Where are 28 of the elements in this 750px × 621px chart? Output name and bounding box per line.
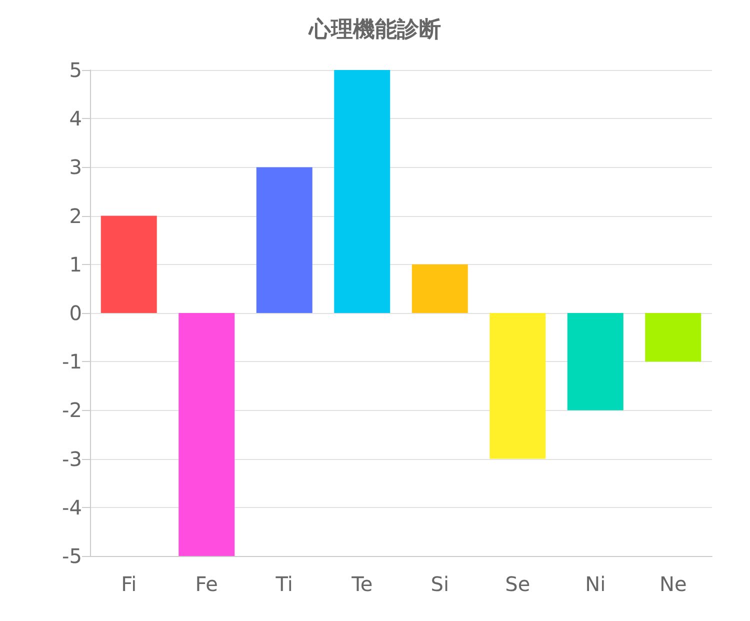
bar [256, 167, 312, 313]
x-tick-label: Ni [585, 572, 606, 596]
bar [412, 264, 468, 313]
bar [490, 313, 546, 459]
y-tick-label: 2 [69, 204, 82, 228]
x-tick-label: Fe [195, 572, 218, 596]
x-tick-label: Fi [121, 572, 137, 596]
x-tick-label: Te [350, 572, 373, 596]
y-tick-label: 0 [69, 301, 82, 325]
bar [178, 313, 235, 556]
x-tick-label: Si [430, 572, 450, 596]
y-tick-label: -1 [62, 350, 82, 374]
bar [100, 216, 157, 313]
y-tick-label: 5 [69, 58, 82, 82]
bar [334, 70, 390, 313]
chart-title: 心理機能診断 [308, 16, 441, 42]
y-tick-label: -2 [62, 398, 82, 422]
x-tick-label: Ne [659, 572, 687, 596]
y-tick-label: 4 [69, 106, 82, 131]
bar [567, 313, 624, 410]
bar [645, 313, 702, 362]
y-tick-label: 3 [69, 155, 82, 180]
x-tick-label: Se [505, 572, 530, 596]
y-tick-label: -3 [62, 446, 82, 471]
y-tick-label: 1 [69, 252, 82, 276]
y-tick-label: -5 [62, 544, 82, 568]
y-tick-label: -4 [62, 495, 82, 520]
x-tick-label: Ti [274, 572, 293, 596]
